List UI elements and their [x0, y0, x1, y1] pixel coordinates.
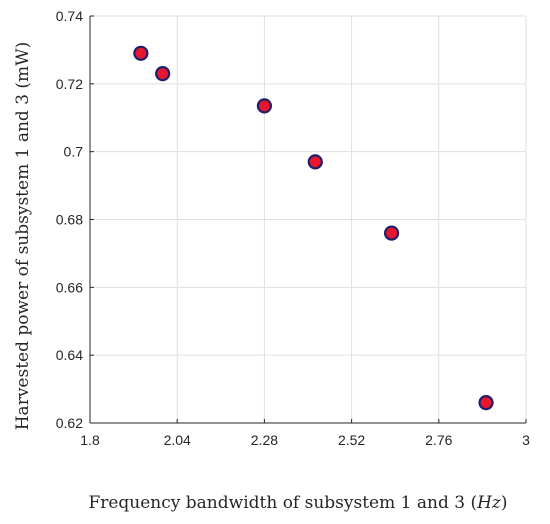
- x-tick-label: 2.76: [425, 432, 452, 448]
- x-axis-label-paren-close: ): [501, 493, 508, 513]
- x-tick-labels: 1.8 2.04 2.28 2.52 2.76 3: [80, 419, 530, 448]
- data-point: [155, 66, 171, 82]
- data-point: [256, 98, 272, 114]
- x-tick-label: 2.28: [251, 432, 278, 448]
- data-points: [133, 45, 494, 411]
- x-tick-label: 2.04: [164, 432, 191, 448]
- y-tick-label: 0.7: [64, 144, 84, 160]
- y-tick-labels: 0.62 0.64 0.66 0.68 0.7 0.72 0.74: [56, 8, 94, 431]
- y-tick-label: 0.64: [56, 347, 83, 363]
- x-tick-label: 1.8: [80, 432, 100, 448]
- y-tick-label: 0.74: [56, 8, 83, 24]
- data-point: [133, 45, 149, 61]
- x-axis-label-text: Frequency bandwidth of subsystem 1 and 3: [88, 493, 465, 513]
- y-tick-label: 0.66: [56, 279, 83, 295]
- x-tick-label: 2.52: [338, 432, 365, 448]
- x-axis-label-paren-open: (: [470, 493, 477, 513]
- data-point: [383, 225, 400, 241]
- y-axis-label: Harvested power of subsystem 1 and 3 (mW…: [13, 42, 33, 431]
- y-tick-label: 0.68: [56, 212, 83, 228]
- y-tick-label: 0.72: [56, 76, 83, 92]
- data-point: [478, 395, 494, 411]
- x-axis-unit: Hz: [476, 493, 502, 513]
- x-tick-label: 3: [522, 432, 530, 448]
- y-tick-label: 0.62: [56, 415, 83, 431]
- grid: [89, 15, 527, 424]
- data-point: [307, 154, 323, 170]
- x-axis-label: Frequency bandwidth of subsystem 1 and 3…: [88, 493, 507, 513]
